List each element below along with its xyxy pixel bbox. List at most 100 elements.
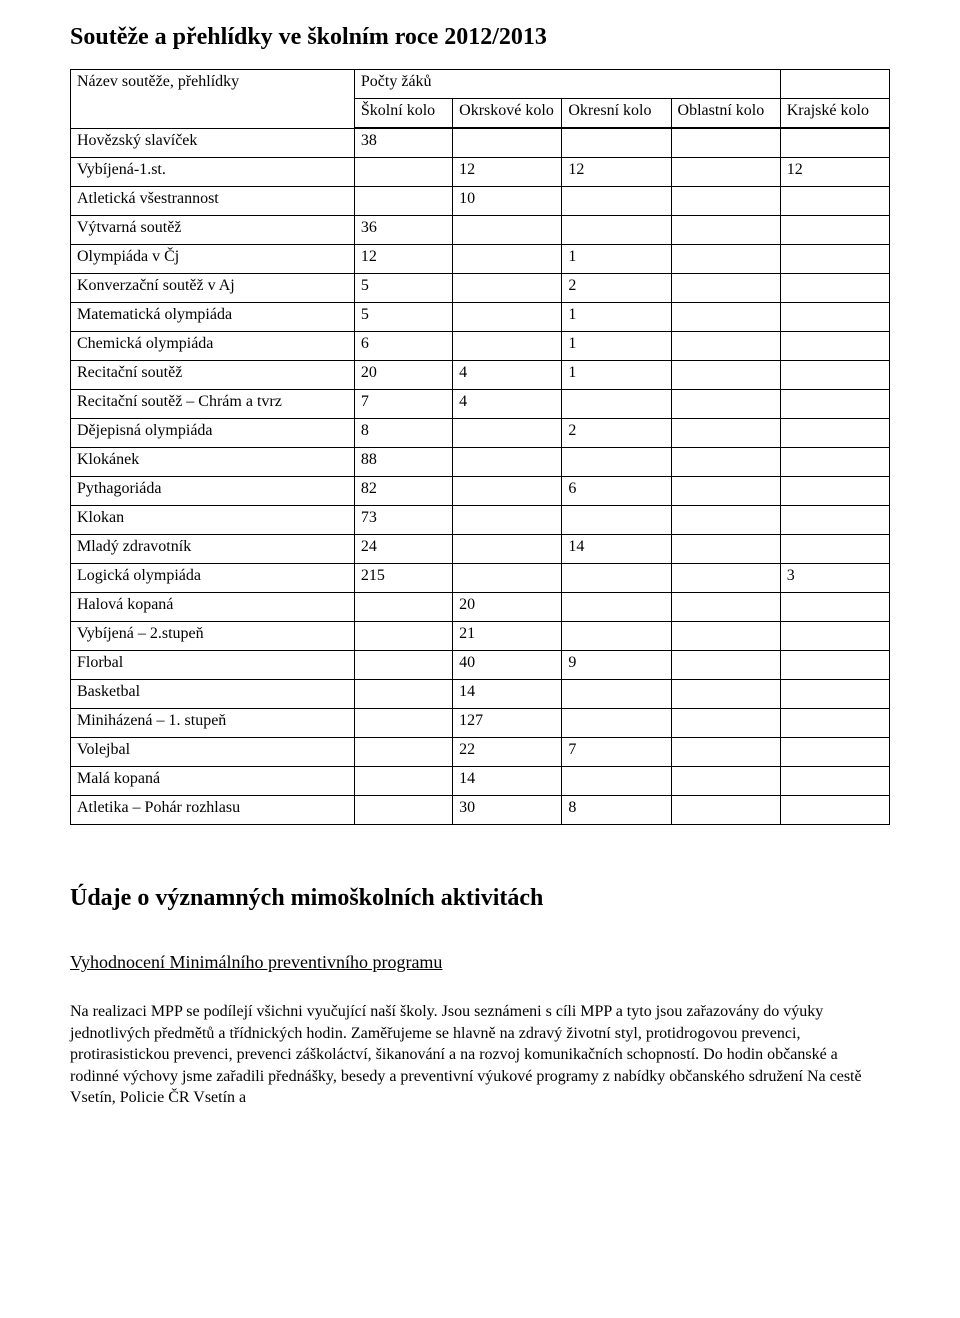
table-row: Vybíjená – 2.stupeň21 <box>71 622 890 651</box>
cell-name: Klokan <box>71 506 355 535</box>
cell-skolni: 73 <box>354 506 452 535</box>
cell-skolni <box>354 738 452 767</box>
cell-krajske: 12 <box>780 158 889 187</box>
cell-name: Halová kopaná <box>71 593 355 622</box>
cell-okrskove: 4 <box>453 361 562 390</box>
cell-okrskove: 4 <box>453 390 562 419</box>
cell-oblastni <box>671 419 780 448</box>
table-row: Klokan73 <box>71 506 890 535</box>
col-header-name: Název soutěže, přehlídky <box>71 70 355 129</box>
cell-okrskove: 14 <box>453 767 562 796</box>
cell-okresni: 7 <box>562 738 671 767</box>
cell-skolni <box>354 680 452 709</box>
cell-krajske <box>780 709 889 738</box>
cell-skolni: 215 <box>354 564 452 593</box>
table-row: Mladý zdravotník2414 <box>71 535 890 564</box>
cell-name: Olympiáda v Čj <box>71 245 355 274</box>
page-title: Soutěže a přehlídky ve školním roce 2012… <box>70 24 890 51</box>
cell-oblastni <box>671 303 780 332</box>
cell-krajske <box>780 245 889 274</box>
col-header-okresni: Okresní kolo <box>562 99 671 129</box>
cell-krajske <box>780 622 889 651</box>
col-header-skolni: Školní kolo <box>354 99 452 129</box>
cell-oblastni <box>671 216 780 245</box>
table-row: Olympiáda v Čj121 <box>71 245 890 274</box>
cell-name: Vybíjená-1.st. <box>71 158 355 187</box>
cell-okresni: 9 <box>562 651 671 680</box>
cell-okrskove: 12 <box>453 158 562 187</box>
cell-okrskove: 30 <box>453 796 562 825</box>
subheading: Vyhodnocení Minimálního preventivního pr… <box>70 952 890 973</box>
cell-oblastni <box>671 680 780 709</box>
cell-okrskove <box>453 448 562 477</box>
cell-okrskove <box>453 477 562 506</box>
cell-name: Mladý zdravotník <box>71 535 355 564</box>
table-row: Konverzační soutěž v Aj52 <box>71 274 890 303</box>
cell-okresni <box>562 564 671 593</box>
cell-okresni <box>562 680 671 709</box>
cell-oblastni <box>671 506 780 535</box>
cell-krajske <box>780 767 889 796</box>
cell-oblastni <box>671 274 780 303</box>
col-header-okrskove: Okrskové kolo <box>453 99 562 129</box>
cell-oblastni <box>671 158 780 187</box>
cell-skolni: 36 <box>354 216 452 245</box>
table-row: Dějepisná olympiáda82 <box>71 419 890 448</box>
cell-okrskove: 127 <box>453 709 562 738</box>
cell-okrskove: 14 <box>453 680 562 709</box>
cell-name: Klokánek <box>71 448 355 477</box>
cell-oblastni <box>671 709 780 738</box>
cell-name: Volejbal <box>71 738 355 767</box>
cell-oblastni <box>671 361 780 390</box>
table-row: Halová kopaná20 <box>71 593 890 622</box>
cell-okrskove: 40 <box>453 651 562 680</box>
cell-okresni <box>562 709 671 738</box>
cell-oblastni <box>671 738 780 767</box>
cell-oblastni <box>671 651 780 680</box>
cell-skolni <box>354 187 452 216</box>
table-row: Logická olympiáda2153 <box>71 564 890 593</box>
cell-krajske <box>780 535 889 564</box>
cell-skolni: 5 <box>354 274 452 303</box>
table-row: Atletika – Pohár rozhlasu308 <box>71 796 890 825</box>
cell-okresni <box>562 128 671 158</box>
cell-krajske <box>780 128 889 158</box>
cell-krajske <box>780 332 889 361</box>
cell-oblastni <box>671 128 780 158</box>
cell-krajske <box>780 738 889 767</box>
cell-skolni <box>354 158 452 187</box>
cell-okrskove <box>453 274 562 303</box>
cell-okrskove <box>453 216 562 245</box>
cell-oblastni <box>671 245 780 274</box>
cell-okresni: 12 <box>562 158 671 187</box>
cell-oblastni <box>671 477 780 506</box>
table-row: Miniházená – 1. stupeň127 <box>71 709 890 738</box>
cell-name: Recitační soutěž – Chrám a tvrz <box>71 390 355 419</box>
cell-krajske <box>780 796 889 825</box>
cell-oblastni <box>671 767 780 796</box>
cell-skolni: 6 <box>354 332 452 361</box>
cell-skolni: 7 <box>354 390 452 419</box>
cell-okresni <box>562 593 671 622</box>
cell-oblastni <box>671 332 780 361</box>
cell-oblastni <box>671 448 780 477</box>
cell-skolni: 24 <box>354 535 452 564</box>
cell-okresni <box>562 767 671 796</box>
cell-okresni: 1 <box>562 303 671 332</box>
cell-oblastni <box>671 535 780 564</box>
cell-okrskove <box>453 506 562 535</box>
cell-name: Atletická všestrannost <box>71 187 355 216</box>
cell-name: Výtvarná soutěž <box>71 216 355 245</box>
cell-skolni: 5 <box>354 303 452 332</box>
table-row: Volejbal227 <box>71 738 890 767</box>
table-row: Malá kopaná 14 <box>71 767 890 796</box>
cell-skolni: 8 <box>354 419 452 448</box>
cell-name: Dějepisná olympiáda <box>71 419 355 448</box>
cell-krajske <box>780 361 889 390</box>
table-row: Basketbal14 <box>71 680 890 709</box>
cell-krajske <box>780 651 889 680</box>
cell-name: Hovězský slavíček <box>71 128 355 158</box>
col-header-krajske: Krajské kolo <box>780 99 889 129</box>
cell-name: Malá kopaná <box>71 767 355 796</box>
cell-krajske <box>780 419 889 448</box>
